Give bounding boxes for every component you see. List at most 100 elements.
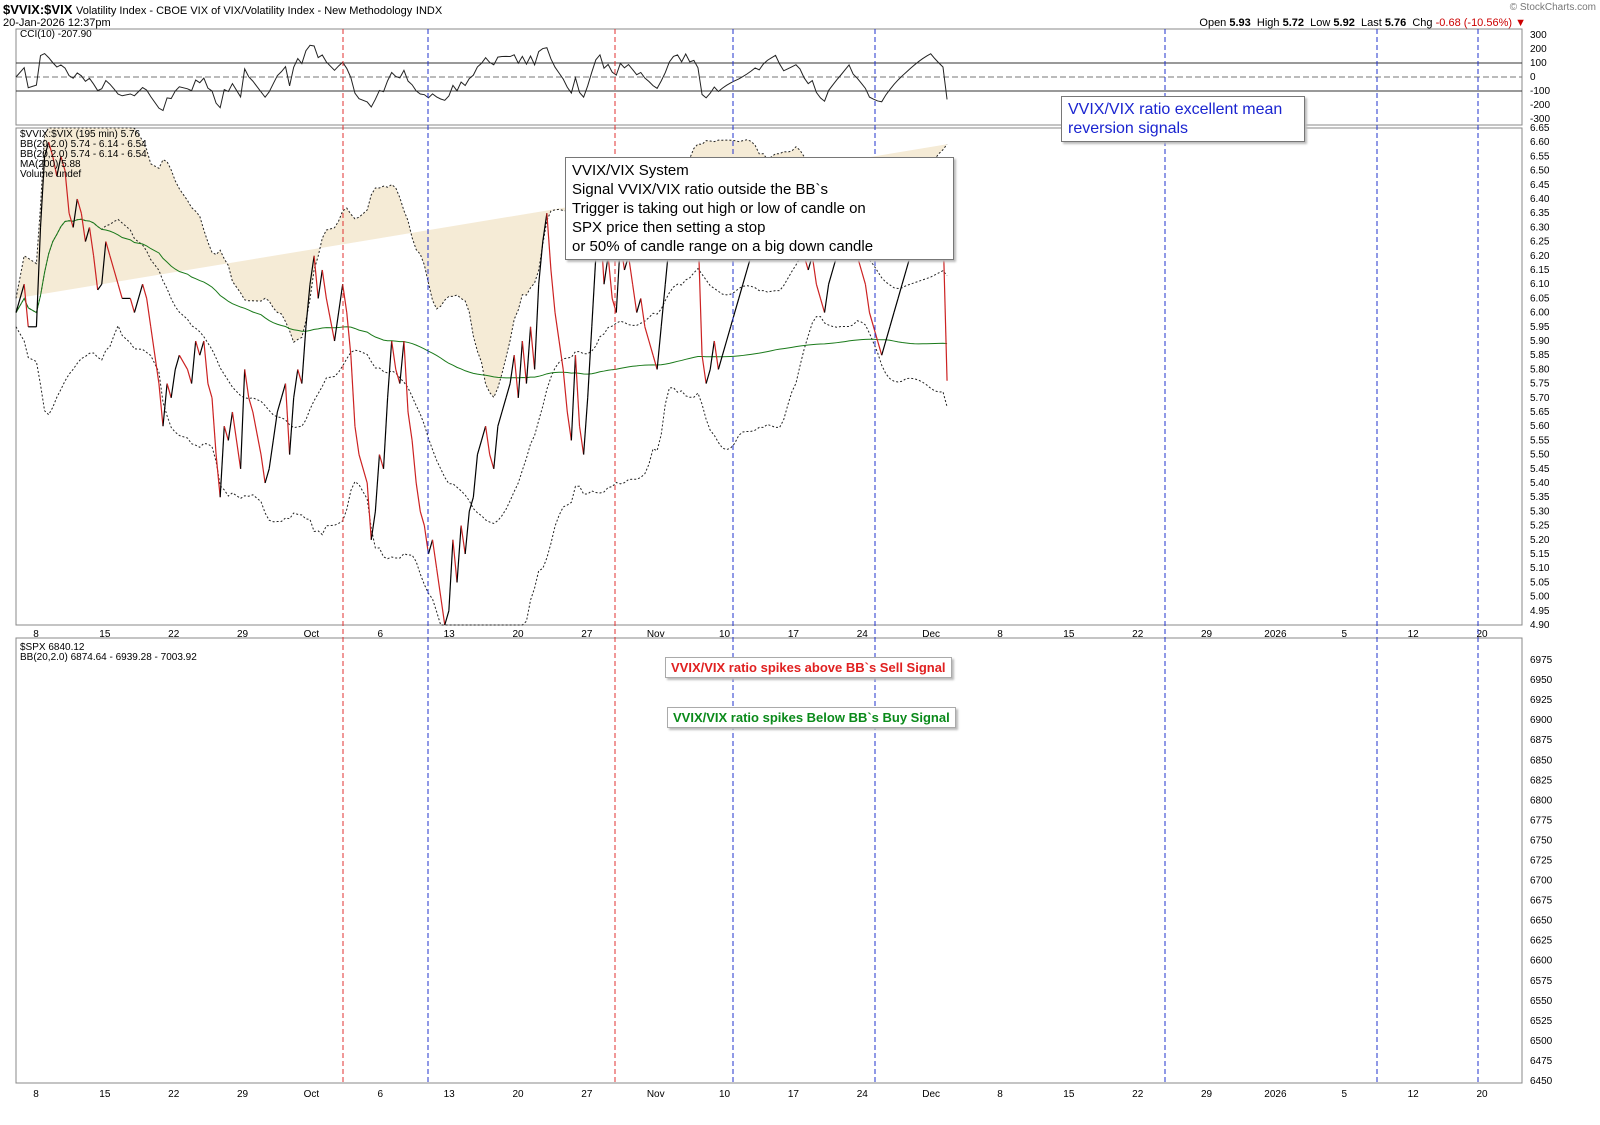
spx-x-tick: 6 [378,1089,384,1100]
ratio-segment [578,426,585,455]
ratio-segment [150,326,160,384]
ratio-segment [534,284,540,370]
open-value: 5.93 [1229,17,1251,29]
ratio-segment [721,340,728,356]
ratio-segment [252,411,262,455]
spx-x-tick: Nov [647,1089,665,1100]
spx-x-tick: 15 [99,1089,111,1100]
ratio-segment [350,355,356,427]
ratio-segment [133,284,144,313]
cci-tick-label: -100 [1530,86,1550,97]
ratio-segment [872,326,879,342]
ratio-tick-label: 6.25 [1530,237,1550,248]
ratio-segment [227,411,234,441]
ratio-segment [701,355,707,384]
ratio-segment [403,340,409,413]
ratio-tick-label: 5.45 [1530,464,1550,475]
spx-x-tick: 20 [1476,1089,1488,1100]
spx-tick-label: 6950 [1530,675,1553,686]
ratio-segment [378,454,385,469]
ratio-segment [550,269,556,313]
ratio-segment [268,440,274,469]
ratio-segment [231,411,242,469]
ratio-segment [823,284,830,313]
ratio-x-tick: 22 [168,629,180,640]
ratio-segment [632,284,638,313]
spx-x-tick: Oct [304,1089,320,1100]
spx-tick-label: 6925 [1530,695,1553,706]
ratio-segment [68,213,74,228]
ratio-segment [705,369,711,384]
ratio-x-tick: 27 [581,629,593,640]
ratio-segment [166,383,172,398]
ratio-segment [84,227,91,242]
ratio-segment [346,312,352,356]
ratio-segment [301,326,307,384]
spx-x-tick: 20 [512,1089,524,1100]
ratio-segment [717,355,724,370]
cci-tick-label: 100 [1530,58,1547,69]
system-annotation-box: VVIX/VIX System Signal VVIX/VIX ratio ou… [565,157,954,260]
ratio-tick-label: 5.50 [1530,450,1550,461]
ratio-segment [431,539,438,569]
ratio-x-tick: 22 [1132,629,1144,640]
ratio-tick-label: 6.35 [1530,208,1550,219]
ratio-segment [485,426,491,455]
ratio-segment [570,355,577,441]
ratio-segment [476,440,483,455]
ratio-segment [60,156,66,171]
down-arrow-icon: ▼ [1515,17,1526,29]
ratio-segment [811,255,817,285]
ratio-segment [542,213,548,242]
ratio-segment [35,227,42,327]
sell-signal-label: VVIX/VIX ratio spikes above BB`s Sell Si… [665,657,952,678]
chart-date: 20-Jan-2026 12:37pm [3,17,111,29]
ratio-segment [583,397,589,455]
ratio-segment [828,269,834,285]
spx-tick-label: 6750 [1530,835,1553,846]
ratio-segment [215,454,221,498]
ratio-tick-label: 5.00 [1530,592,1550,603]
ratio-x-tick: 13 [444,629,456,640]
low-value: 5.92 [1333,17,1355,29]
spx-tick-label: 6675 [1530,896,1553,907]
ratio-segment [546,213,552,271]
ratio-segment [52,156,58,177]
ratio-segment [195,340,201,356]
ratio-tick-label: 6.65 [1530,123,1550,134]
ratio-tick-label: 5.60 [1530,421,1550,432]
cci-tick-label: -300 [1530,114,1550,125]
ratio-segment [648,340,654,356]
spx-tick-label: 6900 [1530,715,1553,726]
ratio-tick-label: 4.95 [1530,606,1550,617]
spx-x-tick: 29 [237,1089,249,1100]
ratio-tick-label: 6.00 [1530,308,1550,319]
volume-legend: Volume undef [20,169,81,180]
ratio-segment [264,468,270,484]
system-line-2: Trigger is taking out high or low of can… [572,200,866,217]
ohlc-readout: Open 5.93 High 5.72 Low 5.92 Last 5.76 C… [1199,17,1526,29]
ratio-segment [113,269,119,285]
ratio-segment [358,454,368,484]
ratio-tick-label: 4.90 [1530,620,1550,631]
ratio-segment [574,355,581,427]
spx-x-tick: 22 [1132,1089,1144,1100]
ratio-segment [129,298,136,313]
mean-reversion-box: VVIX/VIX ratio excellent mean reversion … [1061,96,1305,142]
ratio-x-tick: 5 [1342,629,1348,640]
ratio-segment [23,284,29,327]
ratio-segment [101,241,107,285]
spx-tick-label: 6850 [1530,755,1553,766]
ratio-x-tick: 15 [99,629,111,640]
ratio-x-tick: 29 [237,629,249,640]
ratio-segment [142,284,148,299]
ratio-segment [80,213,87,242]
ratio-segment [501,397,507,413]
ratio-tick-label: 5.15 [1530,549,1550,560]
last-value: 5.76 [1384,17,1407,29]
ratio-segment [186,369,193,384]
ratio-x-tick: 20 [1476,629,1488,640]
spx-tick-label: 6875 [1530,735,1553,746]
bollinger-lower-line [15,316,948,626]
ratio-segment [521,340,528,384]
